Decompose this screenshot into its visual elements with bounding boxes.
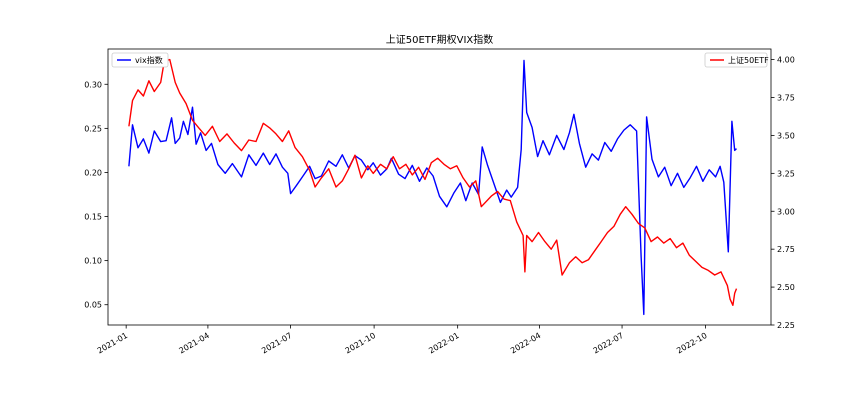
y-left-tick-label: 0.20 xyxy=(84,168,102,177)
series-line-1 xyxy=(128,58,738,306)
y-right-tick-label: 2.25 xyxy=(777,321,795,330)
x-tick-label: 2022-01 xyxy=(427,331,460,356)
y-right-tick-label: 3.75 xyxy=(777,94,795,103)
legend-right-box xyxy=(704,52,768,68)
legend-left-label: vix指数 xyxy=(135,55,163,65)
x-tick-label: 2021-04 xyxy=(177,331,210,356)
y-right-tick-label: 3.25 xyxy=(777,169,795,178)
x-tick-label: 2021-07 xyxy=(260,331,293,356)
y-axis-right: 2.25 2.50 2.75 3.00 3.25 3.50 3.75 4.00 xyxy=(771,56,795,330)
legend-left-box xyxy=(111,52,169,68)
y-right-tick-label: 2.50 xyxy=(777,283,795,292)
x-axis: 2021-01 2021-04 2021-07 2021-10 2022-01 2022-… xyxy=(96,325,709,355)
y-right-tick-label: 3.50 xyxy=(777,131,795,140)
y-right-tick-label: 4.00 xyxy=(777,56,795,65)
y-right-tick-label: 3.00 xyxy=(777,207,795,216)
y-left-tick-label: 0.30 xyxy=(84,80,102,89)
y-left-tick-label: 0.05 xyxy=(84,301,102,310)
x-tick-label: 2022-07 xyxy=(592,331,625,356)
legend-right-label: 上证50ETF xyxy=(728,56,769,65)
legend-left: vix指数 xyxy=(111,52,169,68)
x-tick-label: 2022-04 xyxy=(509,331,542,356)
x-tick-label: 2022-10 xyxy=(675,331,708,356)
legend-right: 上证50ETF xyxy=(704,52,769,68)
y-right-tick-label: 2.75 xyxy=(777,245,795,254)
y-left-tick-label: 0.25 xyxy=(84,124,102,133)
x-tick-label: 2021-01 xyxy=(96,331,129,356)
plot-layer xyxy=(128,58,738,316)
series-line-0 xyxy=(128,59,737,316)
plot-frame xyxy=(107,48,772,326)
y-left-tick-label: 0.10 xyxy=(84,257,102,266)
y-axis-left: 0.05 0.10 0.15 0.20 0.25 0.30 xyxy=(84,80,108,310)
x-tick-label: 2021-10 xyxy=(344,331,377,356)
chart-title: 上证50ETF期权VIX指数 xyxy=(386,33,494,46)
y-left-tick-label: 0.15 xyxy=(84,213,102,222)
